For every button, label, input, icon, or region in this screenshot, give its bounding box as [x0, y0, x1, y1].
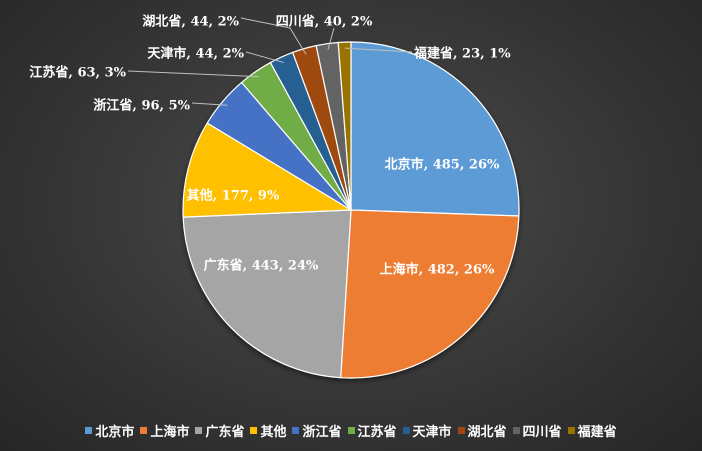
leader-line-8 [240, 17, 307, 55]
leader-line-7 [245, 51, 285, 64]
legend-item-1: 北京市 [85, 421, 134, 440]
pie-slice-10 [337, 41, 352, 211]
legend-label: 广东省 [205, 425, 245, 440]
legend-swatch [195, 427, 203, 434]
legend-item-3: 广东省 [195, 421, 244, 440]
data-label-5: 浙江省, 96, 5% [93, 98, 190, 114]
legend-swatch [250, 427, 258, 434]
legend-label: 天津市 [412, 425, 452, 440]
legend-label: 上海市 [150, 425, 190, 440]
legend-swatch [402, 427, 410, 434]
legend-item-4: 其他 [250, 421, 286, 440]
legend-item-5: 浙江省 [292, 421, 342, 440]
legend-swatch [347, 427, 355, 434]
data-label-7: 天津市, 44, 2% [147, 46, 244, 62]
pie-slice-4 [182, 122, 354, 218]
pie-slice-3 [182, 209, 352, 379]
legend-swatch [567, 427, 575, 434]
legend-swatch [85, 427, 93, 434]
data-label-9: 四川省, 40, 2% [276, 14, 373, 30]
leader-line-10 [344, 47, 413, 53]
legend-item-6: 江苏省 [347, 421, 397, 440]
legend-item-8: 湖北省 [457, 421, 507, 440]
pie-slice-2 [340, 209, 520, 379]
legend-swatch [457, 427, 465, 434]
legend-label: 北京市 [95, 425, 135, 440]
legend-swatch [140, 427, 148, 434]
legend-item-9: 四川省 [512, 421, 562, 440]
data-label-10: 福建省, 23, 1% [413, 46, 511, 62]
legend-label: 其他 [260, 425, 287, 440]
legend-label: 福建省 [577, 425, 617, 440]
data-label-6: 江苏省, 63, 3% [29, 65, 126, 81]
legend-item-10: 福建省 [567, 421, 617, 440]
legend-label: 湖北省 [467, 425, 507, 440]
legend-swatch [292, 427, 300, 434]
legend-label: 江苏省 [357, 425, 397, 440]
legend: 北京市 上海市 广东省 其他 浙江省 江苏省 天津市 湖北省 四川省 福建省 [0, 421, 702, 440]
data-label-3: 广东省, 443, 24% [204, 258, 319, 274]
legend-label: 四川省 [522, 425, 562, 440]
leader-line-6 [127, 70, 259, 78]
data-label-1: 北京市, 485, 26% [385, 157, 500, 173]
data-label-4: 其他, 177, 9% [187, 188, 280, 204]
pie-slice-1 [350, 41, 520, 217]
legend-item-7: 天津市 [402, 421, 452, 440]
legend-item-2: 上海市 [140, 421, 189, 440]
data-label-8: 湖北省, 44, 2% [142, 14, 239, 30]
leader-line-5 [191, 102, 228, 106]
legend-label: 浙江省 [302, 425, 342, 440]
data-label-2: 上海市, 482, 26% [380, 262, 495, 278]
leader-line-9 [327, 27, 335, 50]
legend-swatch [512, 427, 520, 434]
